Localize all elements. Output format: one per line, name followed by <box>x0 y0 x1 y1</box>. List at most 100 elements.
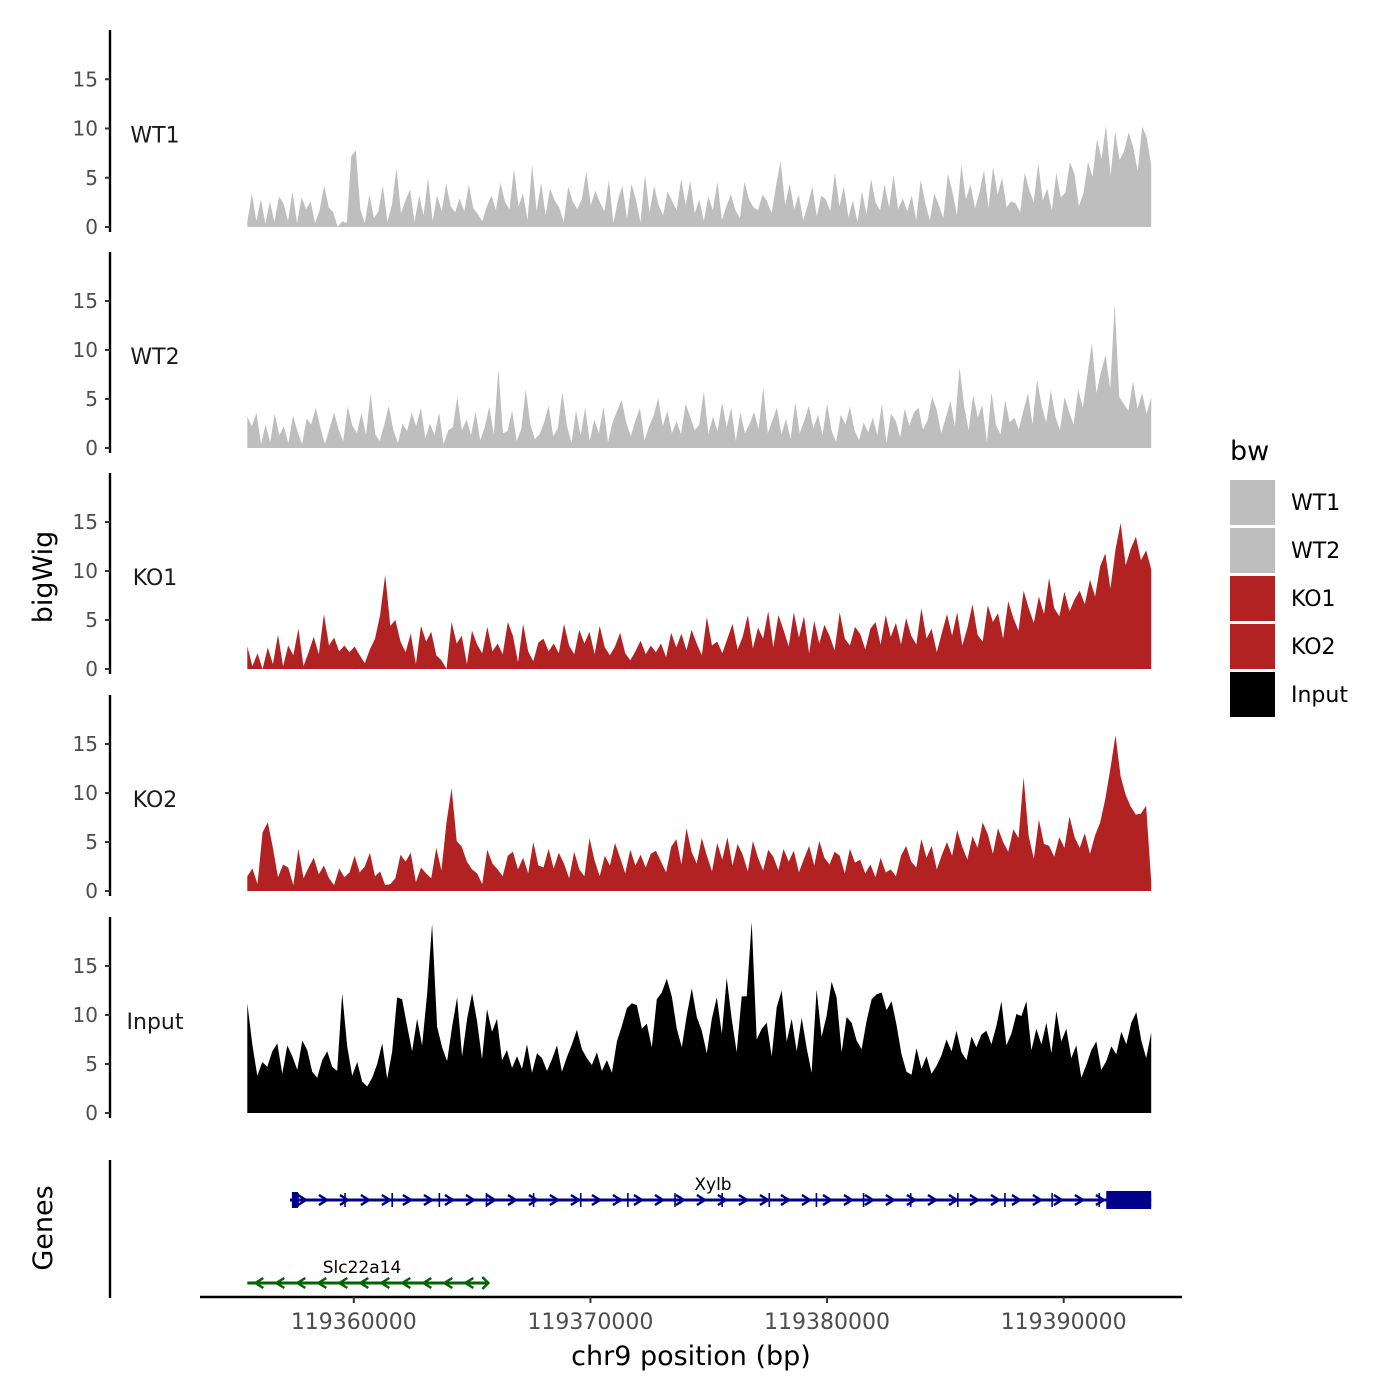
strand-arrow <box>462 1276 474 1290</box>
strand-arrow <box>402 1193 414 1207</box>
strand-arrow <box>591 1193 603 1207</box>
legend-swatch <box>1230 624 1275 669</box>
track-ko2: 0 5 10 15 KO2 <box>73 695 1152 903</box>
gene-end-mark <box>481 1276 491 1290</box>
legend-swatch <box>1230 576 1275 621</box>
exon-block <box>291 1192 298 1208</box>
y-tick-label: 0 <box>85 879 98 903</box>
strand-arrow <box>528 1193 540 1207</box>
legend-swatch <box>1230 672 1275 717</box>
track-label: WT1 <box>130 124 179 149</box>
x-axis: 119360000 119370000 119380000 119390000 <box>200 1295 1182 1335</box>
y-tick-label: 0 <box>85 657 98 681</box>
track-input: 0 5 10 15 Input <box>73 917 1152 1125</box>
legend-item-input: Input <box>1230 672 1348 717</box>
track-ko1: 0 5 10 15 KO1 <box>73 473 1152 681</box>
strand-arrow <box>759 1193 771 1207</box>
y-tick-label: 5 <box>85 387 98 411</box>
track-wt2: 0 5 10 15 WT2 <box>73 252 1152 460</box>
strand-arrow <box>360 1193 372 1207</box>
strand-arrow <box>906 1193 918 1207</box>
x-axis-title: chr9 position (bp) <box>571 1341 811 1372</box>
y-tick-label: 15 <box>73 732 98 756</box>
coverage-area-ko1 <box>247 523 1152 669</box>
strand-arrow <box>969 1193 981 1207</box>
legend-label: WT1 <box>1291 491 1340 516</box>
strand-arrow <box>399 1276 411 1290</box>
y-tick-label: 15 <box>73 289 98 313</box>
coverage-area-wt2 <box>247 303 1152 448</box>
bigwig-tracks: 0 5 10 15 WT1 0 5 10 15 WT2 0 5 10 15 KO1 0 5 10 15 KO2 0 5 10… <box>73 30 1152 1125</box>
strand-arrow <box>717 1193 729 1207</box>
track-label: Input <box>127 1010 184 1035</box>
legend-label: KO2 <box>1291 635 1336 660</box>
y-tick-label: 10 <box>73 559 98 583</box>
legend-title: bw <box>1230 436 1269 467</box>
strand-arrow <box>696 1193 708 1207</box>
strand-arrow <box>315 1276 327 1290</box>
strand-arrow <box>297 1193 309 1207</box>
strand-arrow <box>801 1193 813 1207</box>
y-tick-label: 0 <box>85 215 98 239</box>
strand-arrow <box>738 1193 750 1207</box>
strand-arrow <box>273 1276 285 1290</box>
gene-label: Slc22a14 <box>323 1258 402 1278</box>
strand-arrow <box>444 1193 456 1207</box>
strand-arrow <box>885 1193 897 1207</box>
y-axis-title: bigWig <box>28 531 59 624</box>
strand-arrow <box>252 1276 264 1290</box>
track-label: KO2 <box>133 788 178 813</box>
genes-axis-title: Genes <box>28 1185 59 1270</box>
strand-arrow <box>948 1193 960 1207</box>
strand-arrow <box>612 1193 624 1207</box>
y-tick-label: 15 <box>73 954 98 978</box>
y-tick-label: 5 <box>85 1052 98 1076</box>
x-tick-label: 119370000 <box>527 1310 653 1335</box>
legend: bw WT1 WT2 KO1 KO2 Input <box>1230 436 1348 717</box>
legend-swatch <box>1230 480 1275 525</box>
strand-arrow <box>1011 1193 1023 1207</box>
strand-arrow <box>423 1193 435 1207</box>
strand-arrow <box>780 1193 792 1207</box>
x-tick-label: 119390000 <box>1001 1310 1127 1335</box>
y-tick-label: 5 <box>85 830 98 854</box>
strand-arrow <box>843 1193 855 1207</box>
y-tick-label: 15 <box>73 67 98 91</box>
strand-arrow <box>294 1276 306 1290</box>
coverage-area-input <box>247 921 1152 1113</box>
genes-track: Xylb Slc22a14 <box>108 1160 1152 1298</box>
strand-arrow <box>633 1193 645 1207</box>
strand-arrow <box>486 1193 498 1207</box>
legend-swatch <box>1230 528 1275 573</box>
legend-label: WT2 <box>1291 539 1340 564</box>
strand-arrow <box>441 1276 453 1290</box>
x-tick-label: 119360000 <box>291 1310 417 1335</box>
track-label: KO1 <box>133 566 178 591</box>
cds-block <box>1106 1191 1152 1209</box>
strand-arrow <box>507 1193 519 1207</box>
legend-label: KO1 <box>1291 587 1336 612</box>
strand-arrow <box>1032 1193 1044 1207</box>
legend-item-wt1: WT1 <box>1230 480 1340 525</box>
y-tick-label: 5 <box>85 166 98 190</box>
strand-arrow <box>339 1193 351 1207</box>
y-tick-label: 10 <box>73 781 98 805</box>
strand-arrow <box>318 1193 330 1207</box>
strand-arrow <box>675 1193 687 1207</box>
y-tick-label: 5 <box>85 608 98 632</box>
gene-slc22a14: Slc22a14 <box>247 1258 491 1290</box>
strand-arrow <box>1074 1193 1086 1207</box>
y-tick-label: 0 <box>85 436 98 460</box>
y-tick-label: 10 <box>73 338 98 362</box>
strand-arrow <box>336 1276 348 1290</box>
legend-item-wt2: WT2 <box>1230 528 1340 573</box>
strand-arrow <box>1053 1193 1065 1207</box>
legend-item-ko1: KO1 <box>1230 576 1336 621</box>
y-tick-label: 10 <box>73 1003 98 1027</box>
strand-arrow <box>378 1276 390 1290</box>
strand-arrow <box>549 1193 561 1207</box>
strand-arrow <box>927 1193 939 1207</box>
strand-arrow <box>990 1193 1002 1207</box>
y-tick-label: 0 <box>85 1101 98 1125</box>
